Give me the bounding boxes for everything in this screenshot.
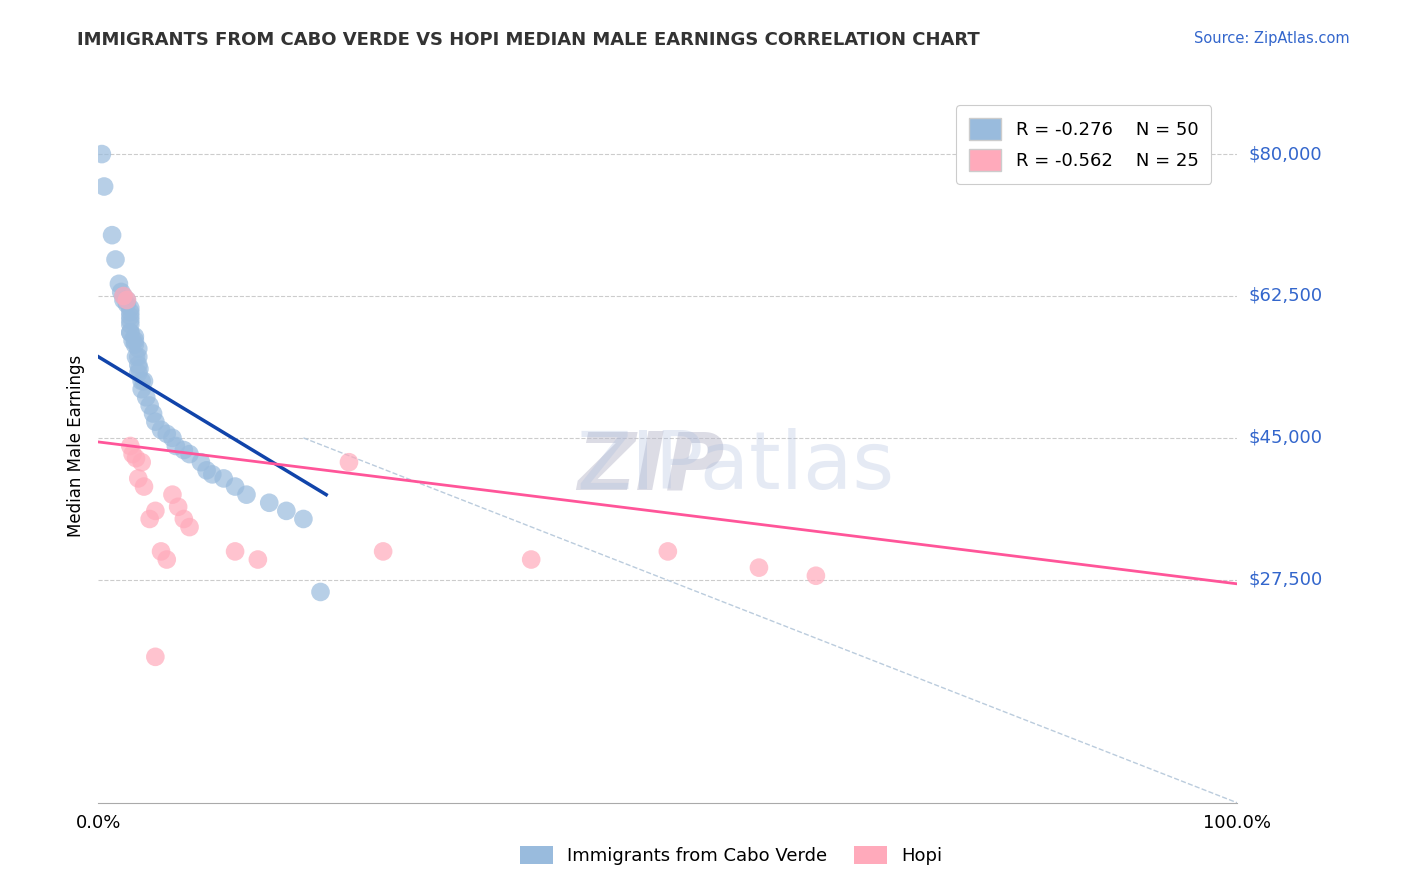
Point — [138, 512, 160, 526]
Point — [124, 337, 146, 351]
Point — [337, 455, 360, 469]
Point — [112, 293, 135, 307]
Point — [173, 443, 195, 458]
Point — [309, 585, 332, 599]
Text: IMMIGRANTS FROM CABO VERDE VS HOPI MEDIAN MALE EARNINGS CORRELATION CHART: IMMIGRANTS FROM CABO VERDE VS HOPI MEDIA… — [77, 31, 980, 49]
Point — [112, 289, 135, 303]
Point — [748, 560, 770, 574]
Point — [121, 447, 143, 461]
Point — [132, 374, 155, 388]
Y-axis label: Median Male Earnings: Median Male Earnings — [66, 355, 84, 537]
Point — [292, 512, 315, 526]
Point — [179, 520, 201, 534]
Text: $45,000: $45,000 — [1249, 429, 1323, 447]
Point — [120, 326, 142, 340]
Point — [156, 552, 179, 566]
Point — [145, 649, 167, 664]
Legend: Immigrants from Cabo Verde, Hopi: Immigrants from Cabo Verde, Hopi — [513, 838, 949, 872]
Text: ZIP: ZIP — [576, 428, 724, 507]
Point — [127, 471, 149, 485]
Point — [128, 362, 150, 376]
Point — [201, 467, 224, 482]
Point — [235, 488, 257, 502]
Point — [112, 289, 135, 303]
Point — [120, 301, 142, 315]
Point — [101, 228, 124, 243]
Point — [150, 423, 173, 437]
Point — [121, 334, 143, 348]
Point — [131, 382, 153, 396]
Point — [212, 471, 235, 485]
Point — [173, 512, 195, 526]
Point — [165, 439, 187, 453]
Point — [127, 342, 149, 356]
Point — [224, 479, 246, 493]
Text: $27,500: $27,500 — [1249, 571, 1323, 589]
Text: $80,000: $80,000 — [1249, 145, 1322, 163]
Point — [179, 447, 201, 461]
Point — [115, 293, 138, 307]
Point — [124, 329, 146, 343]
Text: ZIPatlas: ZIPatlas — [576, 428, 894, 507]
Point — [127, 350, 149, 364]
Point — [120, 439, 142, 453]
Point — [145, 415, 167, 429]
Point — [124, 334, 146, 348]
Point — [125, 350, 148, 364]
Point — [120, 305, 142, 319]
Point — [131, 374, 153, 388]
Point — [276, 504, 298, 518]
Point — [127, 358, 149, 372]
Text: Source: ZipAtlas.com: Source: ZipAtlas.com — [1194, 31, 1350, 46]
Point — [108, 277, 131, 291]
Point — [110, 285, 132, 299]
Point — [131, 455, 153, 469]
Point — [120, 318, 142, 332]
Point — [246, 552, 269, 566]
Text: $62,500: $62,500 — [1249, 287, 1323, 305]
Point — [135, 390, 157, 404]
Point — [162, 488, 184, 502]
Point — [190, 455, 212, 469]
Legend: R = -0.276    N = 50, R = -0.562    N = 25: R = -0.276 N = 50, R = -0.562 N = 25 — [956, 105, 1211, 184]
Point — [104, 252, 127, 267]
Point — [90, 147, 112, 161]
Point — [804, 568, 827, 582]
Point — [93, 179, 115, 194]
Point — [120, 310, 142, 324]
Point — [657, 544, 679, 558]
Point — [142, 407, 165, 421]
Point — [120, 326, 142, 340]
Point — [115, 297, 138, 311]
Point — [224, 544, 246, 558]
Point — [156, 426, 179, 441]
Point — [259, 496, 281, 510]
Point — [162, 431, 184, 445]
Point — [138, 399, 160, 413]
Point — [167, 500, 190, 514]
Point — [125, 451, 148, 466]
Point — [520, 552, 543, 566]
Point — [145, 504, 167, 518]
Point — [127, 366, 149, 380]
Point — [150, 544, 173, 558]
Point — [120, 313, 142, 327]
Point — [115, 293, 138, 307]
Point — [195, 463, 218, 477]
Point — [132, 479, 155, 493]
Point — [371, 544, 394, 558]
